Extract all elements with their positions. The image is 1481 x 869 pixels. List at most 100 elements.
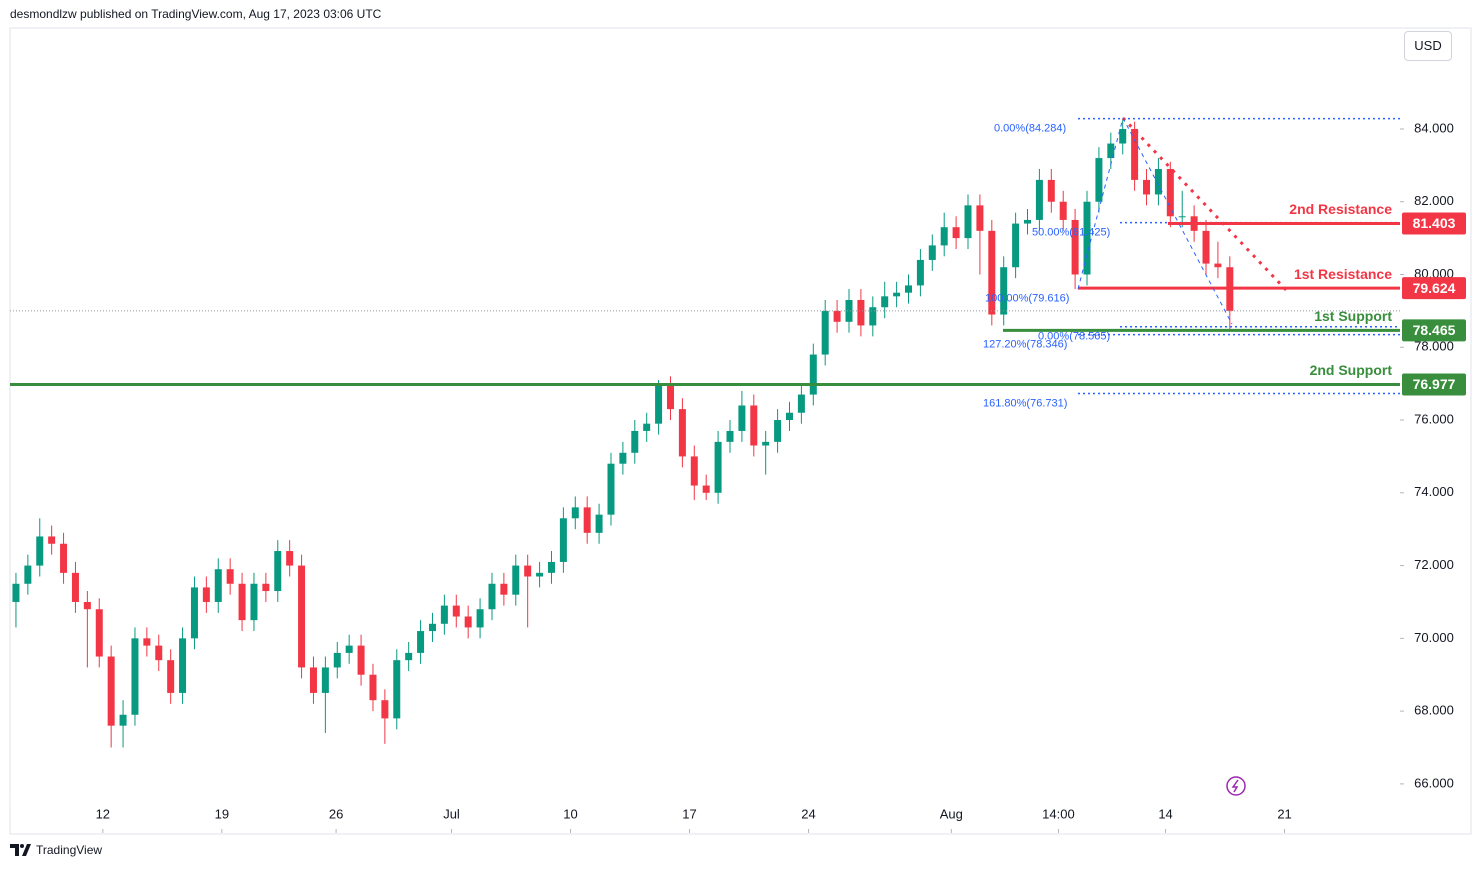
candle-body — [1202, 230, 1210, 264]
candle-body — [24, 565, 32, 584]
candle-body — [369, 674, 377, 701]
candle-body — [678, 409, 686, 457]
candle-body — [274, 551, 282, 592]
candle-body — [524, 565, 532, 577]
candle-body — [512, 565, 520, 595]
alert-icon[interactable] — [1226, 776, 1246, 796]
candle-body — [500, 583, 508, 595]
candle-body — [405, 652, 413, 661]
y-tick-label: 76.000 — [1414, 411, 1454, 426]
candle-body — [155, 645, 163, 661]
y-tick-label: 70.000 — [1414, 630, 1454, 645]
candle-body — [1012, 223, 1020, 268]
candle-body — [298, 565, 306, 668]
candle-body — [702, 485, 710, 493]
fib-label: 0.00%(84.284) — [994, 123, 1066, 135]
candle-body — [905, 285, 913, 293]
alert-icon-bolt — [1231, 779, 1239, 793]
x-tick-label: 14:00 — [1042, 806, 1075, 821]
candle-body — [36, 536, 44, 566]
fib-label: 0.00%(78.565) — [1038, 331, 1110, 343]
candle-body — [179, 638, 187, 693]
candle-body — [71, 572, 79, 602]
candle-body — [286, 551, 294, 566]
candle-body — [547, 561, 555, 573]
candle-body — [1059, 201, 1067, 220]
candle-body — [60, 543, 68, 573]
candle-body — [417, 631, 425, 653]
candle-body — [333, 652, 341, 668]
candle-body — [202, 587, 210, 602]
y-tick-label: 66.000 — [1414, 775, 1454, 790]
candle-body — [238, 583, 246, 621]
fib-label: 127.20%(78.346) — [983, 339, 1067, 351]
candle-body — [1000, 267, 1008, 315]
candle-body — [1071, 219, 1079, 275]
candle-body — [655, 383, 663, 424]
price-tag — [1402, 373, 1466, 396]
x-tick-label: 21 — [1277, 806, 1291, 821]
candle-body — [619, 452, 627, 464]
x-tick-label: 26 — [329, 806, 343, 821]
candle-body — [785, 412, 793, 421]
candle-body — [690, 456, 698, 486]
candle-body — [750, 405, 758, 446]
candle-body — [571, 507, 579, 519]
fib-connector — [1077, 117, 1124, 290]
candle-body — [345, 645, 353, 653]
y-tick-label: 72.000 — [1414, 557, 1454, 572]
candle-body — [309, 667, 317, 693]
candle-body — [1035, 179, 1043, 220]
footer-brand: TradingView — [36, 843, 103, 857]
candle-body — [464, 616, 472, 628]
candle-body — [607, 463, 615, 515]
candle-body — [190, 587, 198, 639]
candle-body — [643, 423, 651, 431]
candle-body — [1143, 179, 1151, 195]
candle-body — [821, 310, 829, 355]
candle-body — [1178, 216, 1186, 218]
candle-body — [1131, 128, 1139, 180]
candle-body — [131, 638, 139, 715]
candle-body — [738, 405, 746, 431]
candle-body — [869, 307, 877, 326]
candle-body — [167, 660, 175, 693]
y-tick-label: 84.000 — [1414, 120, 1454, 135]
y-tick-label: 74.000 — [1414, 484, 1454, 499]
candle-body — [595, 514, 603, 533]
candle-body — [1214, 263, 1222, 268]
candle-body — [1166, 168, 1174, 217]
trend-line — [1121, 116, 1290, 294]
level-name: 1st Resistance — [1294, 266, 1392, 282]
y-tick-label: 82.000 — [1414, 193, 1454, 208]
price-tag — [1402, 319, 1466, 342]
candle-body — [107, 656, 115, 726]
candle-body — [666, 383, 674, 410]
candle-body — [631, 430, 639, 453]
x-tick-label: Aug — [940, 806, 963, 821]
candle-body — [262, 583, 270, 592]
candle-body — [845, 299, 853, 322]
drawings — [1077, 116, 1290, 796]
currency-button[interactable]: USD — [1404, 31, 1452, 61]
candle-body — [226, 569, 234, 584]
candle-body — [714, 441, 722, 493]
price-tag-label: 76.977 — [1413, 376, 1456, 392]
candle-body — [797, 394, 805, 413]
candle-body — [988, 230, 996, 315]
fib-connector — [1122, 117, 1233, 325]
candle-body — [952, 227, 960, 239]
y-tick-label: 78.000 — [1414, 339, 1454, 354]
chart-frame — [9, 27, 1472, 835]
candle-body — [1047, 179, 1055, 202]
level-name: 1st Support — [1314, 308, 1392, 324]
candle-body — [12, 583, 20, 602]
candle-body — [726, 430, 734, 442]
candle-body — [452, 605, 460, 617]
candle-body — [143, 638, 151, 646]
x-tick-label: 24 — [801, 806, 815, 821]
level-name: 2nd Support — [1310, 362, 1393, 378]
candle-body — [536, 572, 544, 577]
candle-body — [833, 310, 841, 322]
